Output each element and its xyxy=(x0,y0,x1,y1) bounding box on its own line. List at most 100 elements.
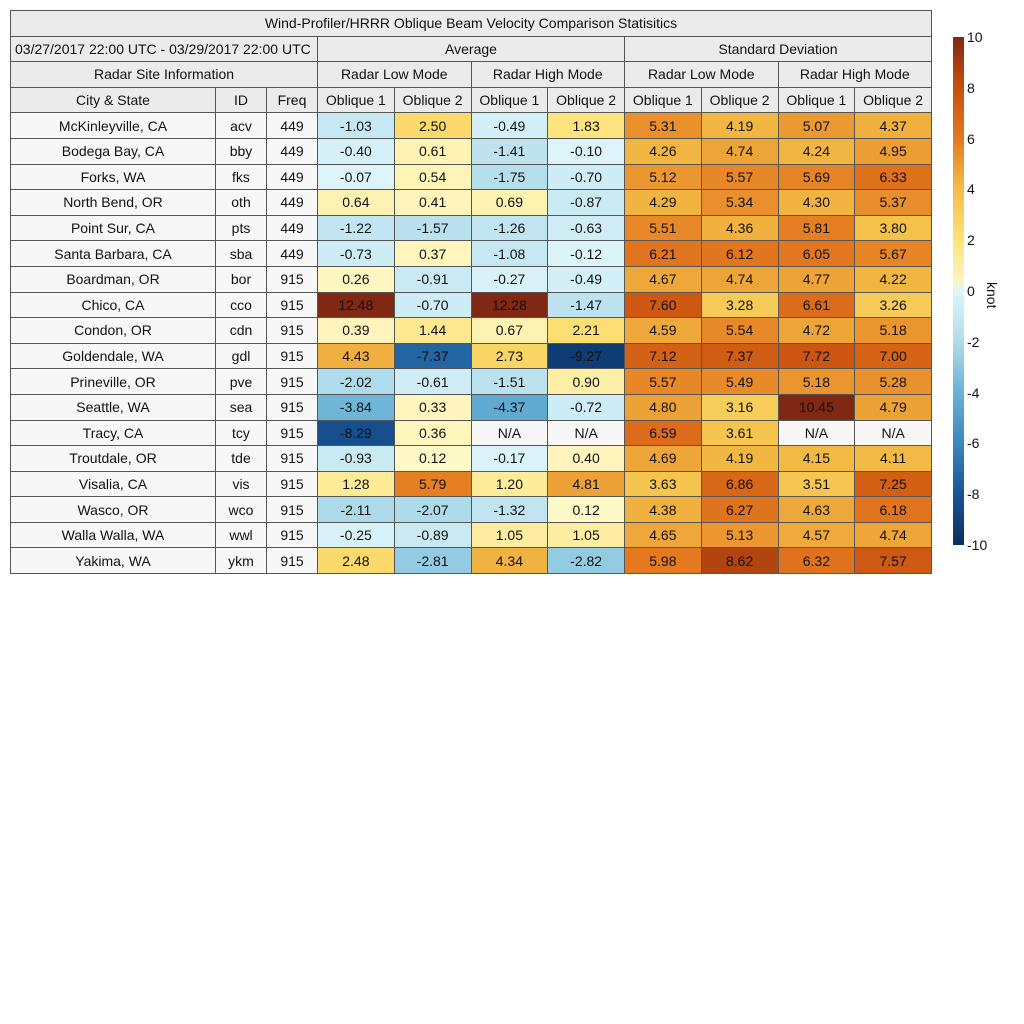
average-header: Average xyxy=(317,35,625,63)
value-cell: -0.17 xyxy=(470,445,549,472)
value-cell: 5.57 xyxy=(700,163,779,191)
value-cell: 4.74 xyxy=(700,137,779,165)
value-cell: 7.37 xyxy=(700,342,779,370)
freq-cell: 449 xyxy=(266,137,318,165)
value-cell: -2.82 xyxy=(547,547,625,575)
value-cell: -0.73 xyxy=(317,240,395,267)
id-cell: sba xyxy=(215,240,267,267)
id-cell: vis xyxy=(215,470,267,498)
city-cell: Seattle, WA xyxy=(10,393,216,421)
value-cell: 0.61 xyxy=(393,137,472,165)
column-header: Freq xyxy=(266,86,318,114)
value-cell: -1.26 xyxy=(470,214,549,242)
value-cell: 6.33 xyxy=(854,163,932,191)
table-row: Point Sur, CA pts 449 -1.22 -1.57 -1.26 -0.63 5… xyxy=(10,214,932,242)
value-cell: 5.34 xyxy=(700,189,779,216)
value-cell: -0.61 xyxy=(393,368,472,395)
id-cell: cco xyxy=(215,291,267,319)
value-cell: 1.83 xyxy=(547,112,625,139)
value-cell: -0.72 xyxy=(547,393,625,421)
value-cell: 4.38 xyxy=(624,496,702,523)
id-cell: bor xyxy=(215,265,267,293)
value-cell: 0.37 xyxy=(393,240,472,267)
value-cell: 1.05 xyxy=(470,521,549,549)
value-cell: 10.45 xyxy=(777,393,856,421)
table-row: Troutdale, OR tde 915 -0.93 0.12 -0.17 0.40 4.6… xyxy=(10,445,932,472)
mode-header: Radar Low Mode xyxy=(317,61,472,88)
value-cell: 4.74 xyxy=(700,265,779,293)
value-cell: -0.40 xyxy=(317,137,395,165)
value-cell: 5.13 xyxy=(700,521,779,549)
value-cell: 5.54 xyxy=(700,317,779,344)
city-cell: Chico, CA xyxy=(10,291,216,319)
value-cell: 4.65 xyxy=(624,521,702,549)
value-cell: 7.25 xyxy=(854,470,932,498)
colorbar-tick-label: 4 xyxy=(967,181,975,198)
value-cell: 7.72 xyxy=(777,342,856,370)
value-cell: -1.41 xyxy=(470,137,549,165)
value-cell: 0.64 xyxy=(317,189,395,216)
value-cell: 7.00 xyxy=(854,342,932,370)
value-cell: 1.20 xyxy=(470,470,549,498)
colorbar-tick-label: -8 xyxy=(967,486,980,503)
value-cell: 2.73 xyxy=(470,342,549,370)
city-cell: Santa Barbara, CA xyxy=(10,240,216,267)
value-cell: 4.63 xyxy=(777,496,856,523)
value-cell: 4.30 xyxy=(777,189,856,216)
column-header: Oblique 2 xyxy=(547,86,625,114)
id-cell: wwl xyxy=(215,521,267,549)
value-cell: 4.19 xyxy=(700,112,779,139)
colorbar xyxy=(953,37,964,545)
value-cell: -0.49 xyxy=(547,265,625,293)
value-cell: -1.75 xyxy=(470,163,549,191)
value-cell: 0.41 xyxy=(393,189,472,216)
value-cell: 4.72 xyxy=(777,317,856,344)
city-cell: Yakima, WA xyxy=(10,547,216,575)
id-cell: tcy xyxy=(215,419,267,447)
column-header: Oblique 1 xyxy=(624,86,702,114)
value-cell: -0.87 xyxy=(547,189,625,216)
table-title: Wind-Profiler/HRRR Oblique Beam Velocity… xyxy=(10,10,932,37)
colorbar-tick-label: 8 xyxy=(967,79,975,96)
city-cell: Visalia, CA xyxy=(10,470,216,498)
city-cell: Prineville, OR xyxy=(10,368,216,395)
value-cell: 4.77 xyxy=(777,265,856,293)
value-cell: -0.12 xyxy=(547,240,625,267)
value-cell: 3.80 xyxy=(854,214,932,242)
city-cell: Boardman, OR xyxy=(10,265,216,293)
id-cell: bby xyxy=(215,137,267,165)
city-cell: Troutdale, OR xyxy=(10,445,216,472)
value-cell: 0.69 xyxy=(470,189,549,216)
column-header: City & State xyxy=(10,86,216,114)
colorbar-tick-label: -2 xyxy=(967,333,980,350)
table-row: Chico, CA cco 915 12.48 -0.70 12.28 -1.47 7.60 3… xyxy=(10,291,932,319)
freq-cell: 915 xyxy=(266,265,318,293)
city-cell: North Bend, OR xyxy=(10,189,216,216)
value-cell: 5.28 xyxy=(854,368,932,395)
freq-cell: 915 xyxy=(266,547,318,575)
value-cell: 3.16 xyxy=(700,393,779,421)
value-cell: 4.43 xyxy=(317,342,395,370)
id-cell: fks xyxy=(215,163,267,191)
table-row: Bodega Bay, CA bby 449 -0.40 0.61 -1.41 -0.10 4… xyxy=(10,137,932,165)
value-cell: -0.25 xyxy=(317,521,395,549)
value-cell: 4.15 xyxy=(777,445,856,472)
value-cell: -0.49 xyxy=(470,112,549,139)
freq-cell: 915 xyxy=(266,470,318,498)
value-cell: 6.12 xyxy=(700,240,779,267)
freq-cell: 915 xyxy=(266,521,318,549)
value-cell: 2.50 xyxy=(393,112,472,139)
table-row: Seattle, WA sea 915 -3.84 0.33 -4.37 -0.72 4.80… xyxy=(10,393,932,421)
mode-header: Radar Low Mode xyxy=(624,61,779,88)
value-cell: 4.67 xyxy=(624,265,702,293)
colorbar-tick-label: -10 xyxy=(967,537,988,553)
column-header: ID xyxy=(215,86,267,114)
value-cell: 1.44 xyxy=(393,317,472,344)
value-cell: 4.80 xyxy=(624,393,702,421)
comparison-table: Wind-Profiler/HRRR Oblique Beam Velocity… xyxy=(10,10,932,575)
value-cell: 4.95 xyxy=(854,137,932,165)
column-header: Oblique 2 xyxy=(854,86,932,114)
colorbar-tick-label: 10 xyxy=(967,29,983,45)
freq-cell: 449 xyxy=(266,214,318,242)
value-cell: 5.12 xyxy=(624,163,702,191)
